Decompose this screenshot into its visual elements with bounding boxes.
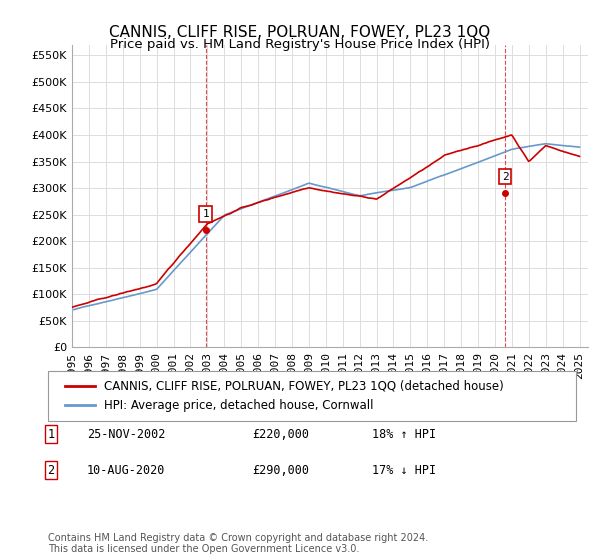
- Text: CANNIS, CLIFF RISE, POLRUAN, FOWEY, PL23 1QQ: CANNIS, CLIFF RISE, POLRUAN, FOWEY, PL23…: [109, 25, 491, 40]
- Text: 10-AUG-2020: 10-AUG-2020: [87, 464, 166, 477]
- Text: 17% ↓ HPI: 17% ↓ HPI: [372, 464, 436, 477]
- Text: Price paid vs. HM Land Registry's House Price Index (HPI): Price paid vs. HM Land Registry's House …: [110, 38, 490, 51]
- Text: Contains HM Land Registry data © Crown copyright and database right 2024.
This d: Contains HM Land Registry data © Crown c…: [48, 533, 428, 554]
- Text: 2: 2: [47, 464, 55, 477]
- Legend: CANNIS, CLIFF RISE, POLRUAN, FOWEY, PL23 1QQ (detached house), HPI: Average pric: CANNIS, CLIFF RISE, POLRUAN, FOWEY, PL23…: [59, 374, 509, 418]
- Text: 1: 1: [47, 427, 55, 441]
- Text: 25-NOV-2002: 25-NOV-2002: [87, 427, 166, 441]
- Text: £290,000: £290,000: [252, 464, 309, 477]
- Text: 18% ↑ HPI: 18% ↑ HPI: [372, 427, 436, 441]
- FancyBboxPatch shape: [48, 371, 576, 421]
- Text: 1: 1: [202, 209, 209, 219]
- Text: 2: 2: [502, 172, 508, 181]
- Text: £220,000: £220,000: [252, 427, 309, 441]
